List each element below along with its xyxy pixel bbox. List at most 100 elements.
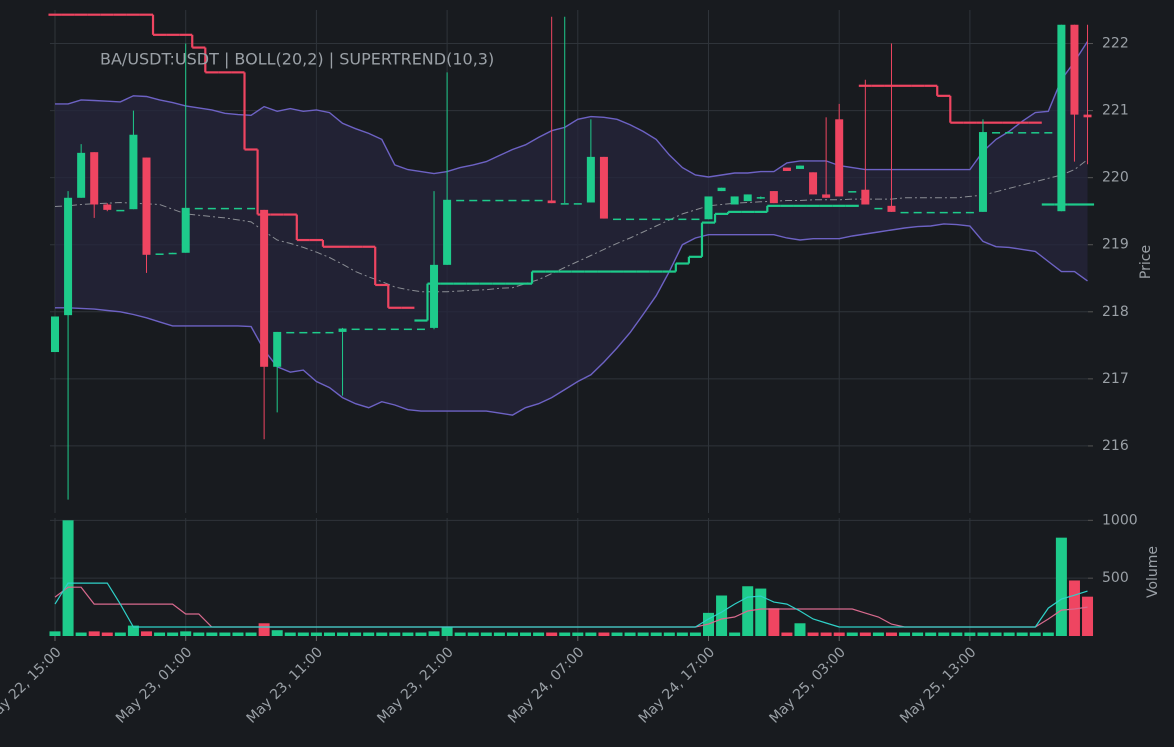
candle-body [64, 197, 73, 316]
chart-title: BA/USDT:USDT | BOLL(20,2) | SUPERTREND(1… [100, 50, 494, 69]
candle-body [1031, 132, 1040, 134]
volume-bar [833, 632, 845, 636]
volume-bar [389, 632, 401, 636]
volume-bar [820, 632, 832, 636]
candle-body [613, 218, 622, 221]
volume-bar [872, 632, 884, 636]
candle-body [181, 207, 190, 253]
candle-body [155, 253, 164, 255]
volume-bar [768, 608, 780, 636]
y-tick-label: 217 [1102, 371, 1129, 387]
volume-bar [807, 632, 819, 636]
volume-bar [899, 632, 911, 636]
volume-bar [101, 632, 113, 636]
volume-bar [376, 632, 388, 636]
y-tick-label: 219 [1102, 237, 1129, 253]
candle-body [848, 191, 857, 193]
candle-body [495, 199, 504, 202]
candle-body [717, 187, 726, 192]
volume-bar [415, 632, 427, 636]
volume-bar [964, 632, 976, 636]
volume-bar [637, 632, 649, 636]
candle-body [443, 199, 452, 265]
candle-body [521, 199, 530, 202]
candle-body [430, 264, 439, 328]
candle-body [965, 211, 974, 214]
volume-bar [154, 632, 166, 636]
x-tick-label: May 25, 13:00 [897, 644, 979, 726]
candle-body [795, 165, 804, 169]
candle-body [260, 209, 269, 367]
volume-bar [977, 632, 989, 636]
volume-bar [689, 632, 701, 636]
candle-body [547, 200, 556, 204]
candle-body [639, 218, 648, 221]
volume-bar [611, 632, 623, 636]
volume-bar [467, 632, 479, 636]
volume-bar [1082, 596, 1094, 636]
volume-bar [572, 632, 584, 636]
volume-bar [520, 632, 532, 636]
volume-bar [75, 632, 87, 636]
volume-bar [951, 632, 963, 636]
volume-bar [624, 632, 636, 636]
candle-body [1057, 24, 1066, 212]
volume-bar [232, 632, 244, 636]
candle-body [900, 211, 909, 214]
candle-body [560, 203, 569, 205]
candle-body [822, 194, 831, 198]
y-tick-label: 216 [1102, 438, 1129, 454]
y-axis-label: Price [1138, 245, 1154, 279]
x-tick-label: May 24, 07:00 [505, 644, 587, 726]
volume-bar [258, 623, 270, 636]
candle-body [77, 152, 86, 198]
candle-body [90, 152, 99, 205]
y-tick-label: 222 [1102, 36, 1129, 52]
candle-body [573, 203, 582, 205]
candle-body [1070, 24, 1079, 115]
volume-ma-slow [54, 586, 1088, 628]
volume-bar [533, 632, 545, 636]
candle-body [194, 207, 203, 210]
candle-body [351, 328, 360, 331]
candle-body [926, 211, 935, 214]
volume-bar [62, 520, 74, 636]
candle-body [116, 209, 125, 212]
candle-body [390, 328, 399, 331]
candle-body [233, 207, 242, 210]
volume-bar [1029, 632, 1041, 636]
volume-bar [88, 631, 100, 636]
volume-bar [127, 625, 139, 636]
volume-bar [493, 632, 505, 636]
x-tick-label: May 25, 03:00 [767, 644, 849, 726]
candle-body [273, 331, 282, 367]
bollinger-lower [55, 223, 1088, 416]
candle-body [809, 172, 818, 195]
candle-body [469, 199, 478, 202]
volume-bar [402, 632, 414, 636]
volume-bar [323, 632, 335, 636]
candle-body [338, 328, 347, 332]
volume-bar [480, 632, 492, 636]
volume-bar [598, 632, 610, 636]
candle-body [142, 157, 151, 255]
volume-bar [676, 632, 688, 636]
candle-body [586, 156, 595, 203]
candle-body [652, 218, 661, 221]
volume-bar [990, 632, 1002, 636]
candle-body [704, 196, 713, 220]
candle-body [691, 218, 700, 221]
candle-body [51, 316, 59, 353]
candle-body [312, 331, 321, 334]
volume-bar [297, 632, 309, 636]
volume-bar [546, 632, 558, 636]
candle-body [665, 218, 674, 221]
candle-body [168, 252, 177, 255]
x-tick-label: May 23, 11:00 [244, 644, 326, 726]
candle-body [992, 132, 1001, 134]
candle-body [756, 197, 765, 199]
volume-bar [885, 632, 897, 636]
volume-bar [310, 632, 322, 636]
